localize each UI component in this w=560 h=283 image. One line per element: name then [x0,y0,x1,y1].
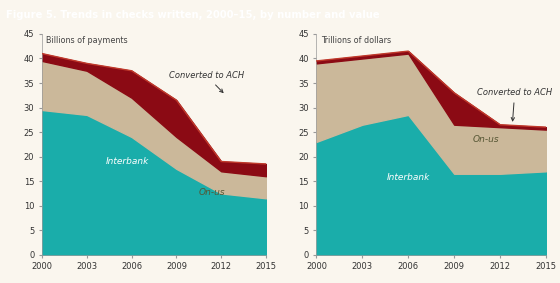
Text: Billions of payments: Billions of payments [46,36,128,45]
Text: Interbank: Interbank [105,157,149,166]
Text: On-us: On-us [473,135,499,144]
Text: On-us: On-us [199,188,226,198]
Text: Converted to ACH: Converted to ACH [169,71,244,93]
Text: Figure 5. Trends in checks written, 2000–15, by number and value: Figure 5. Trends in checks written, 2000… [6,10,379,20]
Text: Trillions of dollars: Trillions of dollars [321,36,391,45]
Text: Interbank: Interbank [386,173,430,182]
Text: Converted to ACH: Converted to ACH [477,88,552,121]
